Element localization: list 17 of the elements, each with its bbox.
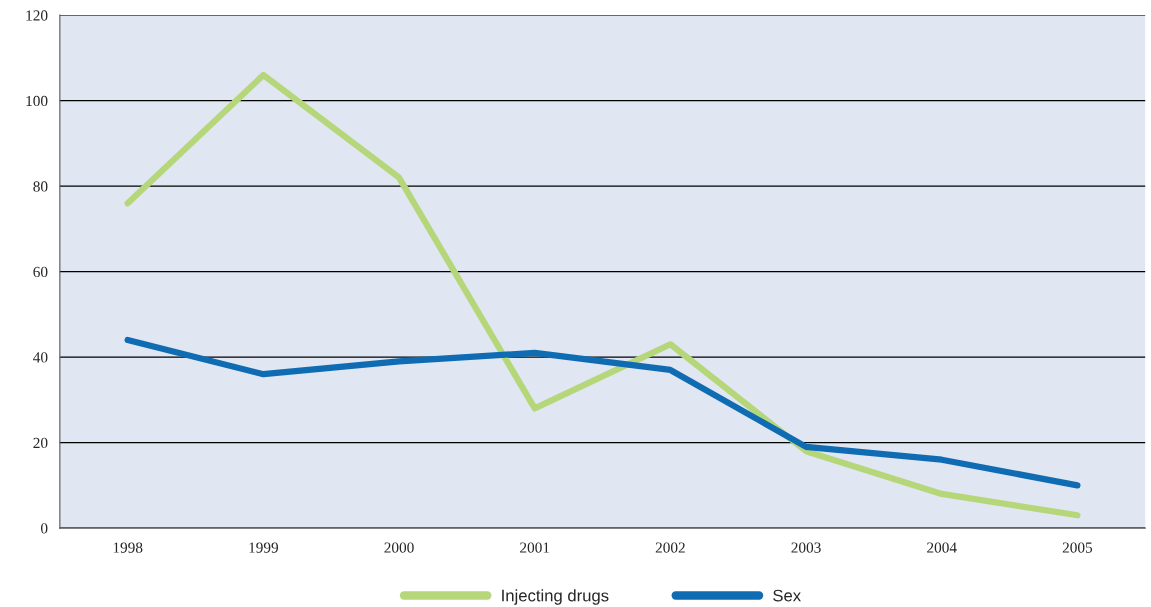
x-tick-label: 2002 — [655, 542, 685, 553]
y-tick-label: 0 — [40, 523, 48, 534]
x-tick-label: 2005 — [1062, 542, 1093, 553]
legend-label: Sex — [773, 589, 801, 602]
x-tick-label: 1999 — [249, 542, 279, 553]
x-tick-label: 2003 — [791, 542, 821, 553]
y-tick-label: 60 — [33, 266, 48, 278]
x-tick-label: 1998 — [113, 542, 143, 553]
legend-label: Injecting drugs — [502, 589, 609, 605]
x-tick-label: 2001 — [520, 542, 550, 553]
x-tick-label: 2004 — [927, 542, 957, 553]
y-tick-label: 40 — [33, 352, 48, 363]
y-tick-label: 120 — [26, 10, 48, 21]
y-tick-label: 20 — [33, 437, 48, 449]
y-tick-label: 80 — [33, 181, 48, 192]
y-tick-label: 100 — [26, 95, 48, 107]
x-tick-label: 2000 — [384, 542, 414, 553]
